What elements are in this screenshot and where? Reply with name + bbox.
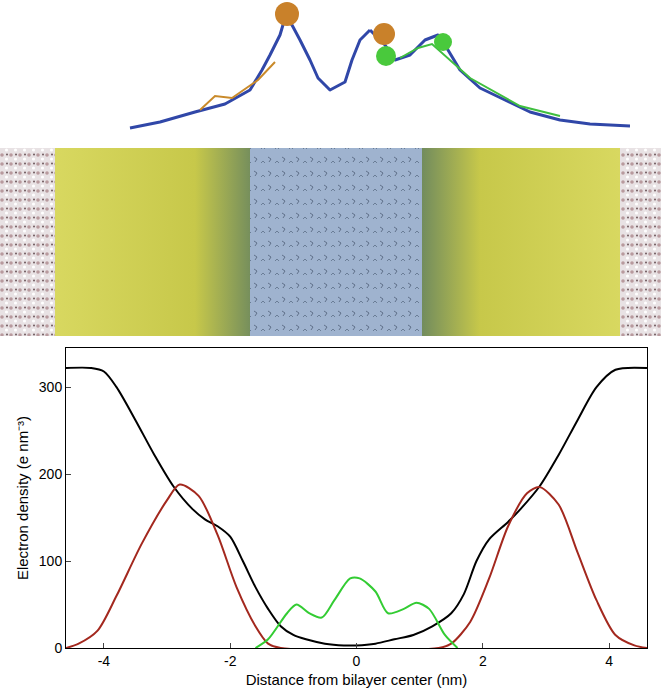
svg-text:100: 100 (39, 553, 63, 569)
svg-text:300: 300 (39, 379, 63, 395)
svg-text:0: 0 (353, 653, 361, 669)
svg-text:Electron density (e nm⁻³): Electron density (e nm⁻³) (14, 416, 31, 580)
svg-text:2: 2 (479, 653, 487, 669)
svg-text:-4: -4 (98, 653, 111, 669)
svg-text:Distance from bilayer center (: Distance from bilayer center (nm) (246, 671, 468, 688)
svg-text:0: 0 (54, 640, 62, 656)
svg-text:4: 4 (605, 653, 613, 669)
svg-text:200: 200 (39, 466, 63, 482)
svg-text:-2: -2 (224, 653, 237, 669)
